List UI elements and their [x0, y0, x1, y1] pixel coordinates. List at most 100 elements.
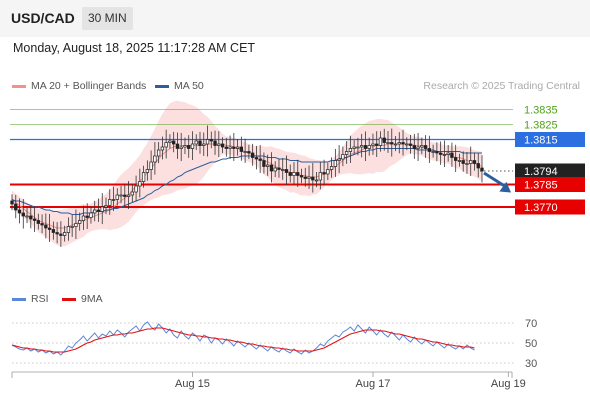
candle	[149, 150, 153, 180]
candle	[269, 152, 274, 183]
candle	[431, 144, 435, 158]
legend-9ma: 9MA	[62, 293, 103, 305]
candle	[119, 185, 123, 204]
candle	[457, 153, 462, 167]
candle-body	[70, 226, 74, 228]
candle	[205, 125, 210, 157]
candle	[198, 131, 202, 154]
candle	[344, 141, 349, 164]
candle-body	[382, 137, 386, 143]
candle	[29, 205, 33, 229]
candle-body	[239, 146, 244, 152]
candle-body	[55, 232, 59, 235]
candle-body	[461, 160, 465, 164]
candle	[416, 133, 420, 162]
rsi-tick-50: 50	[525, 338, 537, 350]
candle-body	[318, 172, 322, 181]
candle	[254, 145, 259, 170]
candle-body	[408, 143, 413, 146]
candle-body	[138, 181, 142, 187]
candle	[44, 213, 48, 239]
candle	[123, 183, 127, 207]
candle	[348, 135, 353, 163]
candle	[438, 141, 443, 165]
candle	[386, 130, 390, 153]
candle	[360, 133, 364, 158]
candle-body	[393, 143, 398, 146]
rsi-9ma-line	[11, 327, 475, 353]
candle	[284, 155, 289, 186]
candle-body	[341, 154, 345, 160]
candle	[25, 208, 29, 224]
candle	[401, 129, 405, 156]
candle	[36, 213, 40, 230]
candle-body	[179, 146, 183, 149]
candle	[202, 132, 206, 156]
candle-body	[296, 172, 300, 176]
candle-body	[442, 154, 447, 156]
candle	[74, 209, 78, 240]
candle	[247, 144, 251, 160]
candle-body	[220, 143, 225, 148]
candle-body	[224, 146, 228, 149]
candle	[469, 146, 473, 177]
candle	[213, 130, 217, 155]
candle-body	[435, 151, 439, 154]
candle-body	[420, 145, 424, 148]
candle	[220, 137, 225, 154]
candle-body	[277, 167, 281, 170]
candle	[450, 142, 454, 167]
candle	[311, 163, 315, 193]
timeframe-badge[interactable]: 30 MIN	[82, 7, 133, 30]
candle-body	[44, 224, 48, 229]
candle-body	[250, 152, 255, 158]
candle-body	[115, 194, 119, 200]
candle-body	[307, 176, 311, 179]
candle-body	[397, 142, 401, 145]
candle	[175, 132, 180, 159]
rsi-tick-30: 30	[525, 358, 537, 370]
chart-header: USD/CAD 30 MIN	[0, 0, 590, 37]
candle-body	[311, 176, 315, 181]
candle-body	[81, 215, 86, 221]
candle-body	[360, 145, 364, 148]
candle	[168, 134, 172, 149]
candle-body	[476, 163, 480, 169]
x-tick-label: Aug 15	[175, 378, 210, 390]
candle-body	[269, 164, 274, 172]
candle	[420, 137, 424, 155]
candle-body	[194, 140, 198, 145]
candle-body	[228, 146, 232, 149]
legend-9ma-swatch	[62, 297, 76, 301]
candle-body	[202, 143, 206, 146]
candle	[314, 172, 319, 188]
candle	[352, 140, 356, 155]
candle	[288, 164, 292, 183]
level-1-3815-label: 1.3815	[524, 135, 558, 147]
candle-body	[266, 164, 270, 167]
candle	[179, 133, 183, 162]
candle-body	[187, 145, 191, 149]
candle-body	[209, 139, 213, 142]
candle	[209, 131, 213, 149]
candle	[356, 137, 360, 156]
candle	[17, 198, 22, 224]
candle-body	[100, 206, 104, 212]
candle-body	[93, 209, 97, 214]
candle-body	[371, 143, 375, 146]
candle	[378, 131, 383, 152]
candle-body	[258, 158, 262, 161]
candle-body	[292, 172, 296, 176]
candle	[277, 158, 281, 178]
legend-rsi-swatch	[12, 297, 26, 301]
candle	[217, 131, 221, 157]
candle-body	[164, 142, 168, 148]
candle-body	[217, 143, 221, 146]
candle-body	[450, 152, 454, 158]
candle-body	[363, 145, 368, 149]
candle-body	[423, 145, 428, 149]
level-1-3785-tag	[515, 177, 585, 192]
candle-body	[205, 139, 210, 145]
candle	[296, 159, 300, 187]
